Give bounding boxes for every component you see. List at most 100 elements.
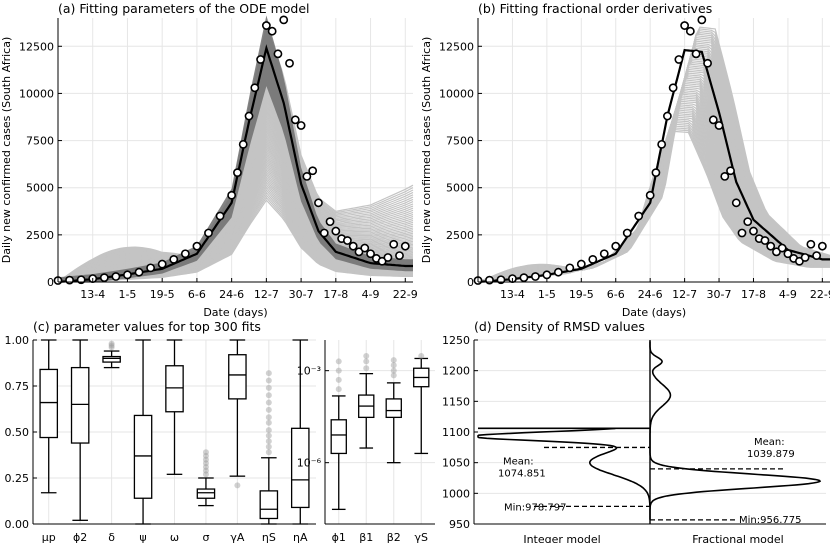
observed-point — [99, 273, 109, 283]
y-tick-label: 10000 — [439, 87, 474, 100]
observed-point — [111, 272, 121, 281]
x-tick-label: 30-7 — [707, 288, 732, 301]
observed-point — [383, 253, 393, 262]
y-tick-label: 1000 — [442, 487, 470, 500]
box — [196, 488, 216, 499]
box — [290, 427, 310, 509]
ensemble-fit-line — [477, 26, 830, 283]
observed-point — [348, 241, 358, 251]
observed-point — [233, 168, 242, 178]
observed-point — [366, 249, 375, 259]
box-outlier — [390, 362, 397, 369]
observed-point — [766, 241, 776, 251]
observed-point — [261, 21, 271, 30]
observed-point — [542, 270, 552, 280]
panel-c-boxplot-log: 10⁻⁶ 10⁻³ ϕ1 β1 β2 γS — [297, 340, 435, 543]
box-outlier — [108, 344, 115, 351]
y-tick-label: 1.00 — [5, 334, 30, 347]
box-outlier — [265, 406, 272, 413]
y-tick-label: 0.00 — [5, 518, 30, 531]
observed-point — [817, 241, 827, 251]
box — [228, 354, 247, 400]
box-outlier — [202, 460, 209, 467]
box-outlier — [202, 449, 209, 456]
box-outlier — [265, 427, 272, 434]
panel-b-line-chart: 0 2500 5000 7500 10000 12500 13-4 1-5 19-5 6-6 24-… — [420, 15, 830, 319]
box-category-label: ω — [170, 531, 179, 543]
observed-point — [273, 49, 283, 59]
observed-point — [296, 121, 306, 130]
y-tick-label: 10000 — [19, 87, 54, 100]
x-tick-label: 22-9 — [393, 288, 418, 301]
observed-point — [319, 228, 329, 238]
box-category-label: δ — [108, 531, 115, 543]
box-outlier — [108, 340, 115, 347]
box-category-label: γS — [415, 531, 429, 543]
observed-point — [651, 168, 661, 178]
observed-point — [360, 243, 370, 253]
y-tick-label: 0 — [47, 276, 54, 289]
box-outlier — [363, 353, 370, 360]
box-outlier — [202, 452, 209, 459]
y-tick-label: 0.50 — [5, 426, 30, 439]
observed-point — [812, 251, 822, 260]
box — [165, 365, 184, 413]
observed-point — [238, 139, 248, 149]
box-outlier — [265, 370, 272, 377]
box-outlier — [335, 367, 342, 374]
observed-point — [720, 171, 730, 181]
observed-point — [800, 253, 810, 262]
observed-point — [760, 236, 770, 245]
box-category-label: ϕ2 — [73, 531, 87, 543]
x-tick-label: 4-9 — [779, 288, 797, 301]
box-category-label: ηA — [293, 531, 308, 543]
observed-point — [250, 83, 260, 93]
box — [133, 414, 153, 499]
y-tick-label: 10⁻³ — [297, 365, 321, 378]
box-category-label: ηS — [262, 531, 276, 543]
box-outlier — [108, 342, 115, 349]
observed-point — [244, 111, 254, 121]
group-label-fractional: Fractional model — [692, 533, 783, 543]
box-outlier — [363, 358, 370, 365]
box-outlier — [265, 432, 272, 439]
panel-d-violin: 950100010501100115012001250Mean:1074.851… — [442, 334, 826, 543]
observed-point — [123, 270, 132, 280]
y-tick-label: 12500 — [439, 40, 474, 53]
observed-point — [737, 228, 747, 238]
y-tick-label: 5000 — [446, 182, 474, 195]
panel-d-title: (d) Density of RMSD values — [474, 319, 645, 334]
box-outlier — [234, 482, 241, 489]
observed-point — [731, 198, 741, 208]
box-outlier — [265, 419, 272, 426]
x-tick-label: 19-5 — [569, 288, 594, 301]
y-tick-label: 0.25 — [5, 472, 30, 485]
observed-point — [714, 121, 724, 130]
box-category-label: μp — [42, 531, 56, 543]
observed-point — [674, 55, 684, 64]
box-outlier — [363, 365, 370, 372]
box — [259, 490, 279, 520]
observed-point — [743, 217, 753, 227]
box-category-label: β1 — [359, 531, 373, 543]
box-outlier — [265, 443, 272, 450]
observed-point — [680, 21, 690, 30]
box — [330, 419, 347, 455]
observed-point — [588, 254, 598, 264]
box-category-label: ϕ1 — [332, 531, 346, 543]
observed-point — [685, 26, 695, 36]
panel-c-title: (c) parameter values for top 300 fits — [33, 319, 261, 334]
observed-point — [749, 226, 758, 236]
box-outlier — [202, 471, 209, 478]
box-outlier — [335, 386, 342, 393]
box-category-label: γA — [230, 531, 245, 543]
observed-point — [343, 236, 352, 245]
box-category-label: ψ — [139, 531, 146, 543]
x-axis-label: Date (days) — [622, 306, 686, 319]
y-tick-label: 1200 — [442, 365, 470, 378]
observed-point — [180, 249, 190, 259]
observed-point — [215, 211, 225, 221]
x-tick-label: 12-7 — [672, 288, 697, 301]
box-outlier — [265, 384, 272, 391]
x-tick-label: 13-4 — [80, 288, 105, 301]
